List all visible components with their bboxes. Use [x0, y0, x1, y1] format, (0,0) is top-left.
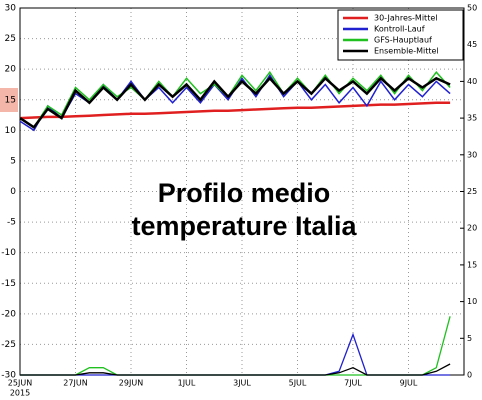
y2-tick-label: 35 — [467, 114, 477, 123]
y-tick-label: 20 — [5, 65, 17, 75]
y2-tick-label: 40 — [467, 77, 477, 86]
temperature-line — [19, 70, 451, 129]
year-label: 2015 — [10, 389, 30, 398]
y-tick-label: 15 — [5, 95, 16, 105]
legend-label: Kontroll-Lauf — [374, 25, 425, 34]
x-tick-label: 27JUN — [63, 379, 87, 388]
temperature-line — [19, 76, 451, 129]
y2-tick-label: 25 — [467, 187, 477, 196]
legend-label: GFS-Hauptlauf — [374, 36, 432, 45]
y2-tick-label: 0 — [467, 371, 472, 380]
x-tick-label: 7JUL — [344, 379, 362, 388]
y2-tick-label: 50 — [467, 4, 477, 13]
y2-tick-label: 10 — [467, 297, 477, 306]
y2-tick-label: 20 — [467, 224, 477, 233]
y2-tick-label: 30 — [467, 150, 477, 159]
y2-tick-label: 5 — [467, 334, 472, 343]
y-tick-label: 25 — [5, 34, 16, 44]
x-tick-label: 29JUN — [119, 379, 143, 388]
overlay-text: Profilo medio — [158, 178, 331, 208]
y-tick-label: 10 — [5, 126, 17, 136]
y-tick-label: -10 — [1, 248, 16, 258]
y-tick-label: 30 — [5, 4, 17, 14]
x-tick-label: 1JUL — [178, 379, 196, 388]
y-tick-label: -20 — [1, 309, 16, 319]
highlight-box — [0, 88, 18, 112]
y-tick-label: -25 — [1, 340, 16, 350]
legend-label: Ensemble-Mittel — [374, 47, 439, 56]
x-tick-label: 3JUL — [233, 379, 251, 388]
x-tick-label: 25JUN — [8, 379, 32, 388]
y-tick-label: -30 — [1, 371, 16, 381]
y-tick-label: 5 — [10, 156, 16, 166]
temperature-line — [19, 101, 451, 120]
y2-tick-label: 45 — [467, 40, 477, 49]
x-tick-label: 9JUL — [400, 379, 418, 388]
overlay-text: temperature Italia — [131, 211, 357, 241]
x-tick-label: 5JUL — [289, 379, 307, 388]
y2-tick-label: 15 — [467, 260, 477, 269]
y-tick-label: -5 — [7, 218, 16, 228]
y-tick-label: -15 — [1, 279, 16, 289]
legend-label: 30-Jahres-Mittel — [374, 14, 437, 23]
precip-line — [20, 363, 451, 376]
y-tick-label: 0 — [10, 187, 16, 197]
